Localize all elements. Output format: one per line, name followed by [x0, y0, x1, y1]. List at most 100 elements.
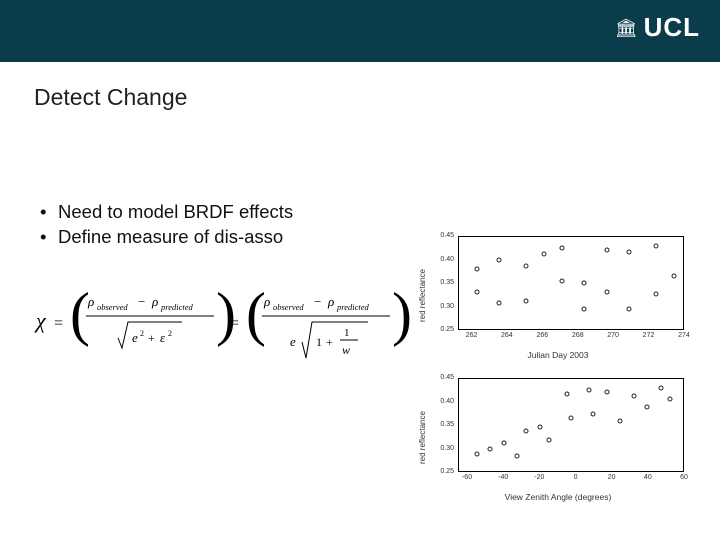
data-point	[474, 452, 479, 457]
data-point	[524, 299, 529, 304]
data-point	[654, 244, 659, 249]
x-ticks: -60-40-200204060	[458, 474, 684, 486]
chi-symbol: χ	[34, 308, 47, 333]
x-tick-label: -60	[462, 474, 472, 481]
y-tick-label: 0.30	[430, 445, 454, 452]
data-point	[645, 404, 650, 409]
y-tick-label: 0.30	[430, 303, 454, 310]
svg-text:2: 2	[168, 329, 172, 338]
bullet-icon: •	[40, 225, 50, 250]
svg-text:e: e	[290, 334, 296, 349]
x-tick-label: 20	[608, 474, 616, 481]
x-tick-label: 262	[466, 332, 478, 339]
svg-text:−: −	[138, 294, 145, 309]
svg-text:predicted: predicted	[160, 302, 194, 312]
data-point	[560, 246, 565, 251]
data-point	[591, 411, 596, 416]
data-point	[546, 437, 551, 442]
list-item: • Define measure of dis-asso	[40, 225, 293, 250]
svg-text:e: e	[132, 330, 138, 345]
plot-area	[458, 378, 684, 472]
y-tick-label: 0.35	[430, 421, 454, 428]
data-point	[488, 446, 493, 451]
svg-text:observed: observed	[273, 302, 304, 312]
y-tick-label: 0.25	[430, 468, 454, 475]
svg-text:1: 1	[344, 327, 350, 339]
svg-text:(: (	[70, 281, 90, 347]
svg-text:1: 1	[316, 335, 322, 349]
data-point	[627, 249, 632, 254]
x-tick-label: 40	[644, 474, 652, 481]
data-point	[654, 292, 659, 297]
svg-text:−: −	[314, 294, 321, 309]
data-point	[604, 290, 609, 295]
y-axis-label: red reflectance	[418, 411, 427, 464]
x-tick-label: -40	[498, 474, 508, 481]
x-axis-label: View Zenith Angle (degrees)	[414, 492, 702, 502]
x-tick-label: 60	[680, 474, 688, 481]
chi-formula: χ = ( ) ρ observed − ρ predicted e 2 + ε…	[30, 266, 410, 391]
x-tick-label: 0	[574, 474, 578, 481]
y-tick-label: 0.45	[430, 232, 454, 239]
data-point	[586, 388, 591, 393]
data-point	[672, 273, 677, 278]
svg-text:(: (	[246, 281, 266, 347]
x-tick-label: 274	[678, 332, 690, 339]
data-point	[474, 290, 479, 295]
svg-text:+: +	[326, 335, 333, 349]
x-tick-label: 266	[536, 332, 548, 339]
data-point	[560, 279, 565, 284]
data-point	[582, 306, 587, 311]
data-point	[604, 247, 609, 252]
data-point	[631, 393, 636, 398]
logo-text: UCL	[644, 12, 700, 43]
data-point	[497, 258, 502, 263]
data-point	[618, 419, 623, 424]
svg-text:): )	[216, 281, 236, 347]
chart-top: red reflectance 0.25 0.30 0.35 0.40 0.45 262…	[414, 232, 702, 360]
x-tick-label: 264	[501, 332, 513, 339]
y-axis-label: red reflectance	[418, 269, 427, 322]
bullet-list: • Need to model BRDF effects • Define me…	[40, 200, 293, 250]
x-ticks: 262264266268270272274	[458, 332, 684, 344]
data-point	[667, 397, 672, 402]
svg-text:predicted: predicted	[336, 302, 370, 312]
data-point	[604, 389, 609, 394]
svg-text:observed: observed	[97, 302, 128, 312]
x-tick-label: -20	[534, 474, 544, 481]
data-point	[497, 301, 502, 306]
y-tick-label: 0.40	[430, 256, 454, 263]
bullet-text: Define measure of dis-asso	[58, 225, 283, 250]
svg-text:): )	[392, 281, 410, 347]
svg-text:=: =	[54, 315, 63, 332]
page-title: Detect Change	[34, 84, 187, 111]
plot-area	[458, 236, 684, 330]
svg-text:ρ: ρ	[87, 294, 94, 309]
data-point	[474, 267, 479, 272]
y-tick-label: 0.45	[430, 374, 454, 381]
svg-text:+: +	[148, 331, 155, 345]
svg-text:ρ: ρ	[327, 294, 334, 309]
y-tick-label: 0.35	[430, 279, 454, 286]
y-tick-label: 0.40	[430, 398, 454, 405]
data-point	[537, 424, 542, 429]
header-bar: 🏛 UCL	[0, 0, 720, 62]
data-point	[564, 391, 569, 396]
data-point	[542, 251, 547, 256]
svg-text:ε: ε	[160, 330, 166, 345]
y-ticks: 0.25 0.30 0.35 0.40 0.45	[432, 232, 456, 332]
svg-text:ρ: ρ	[151, 294, 158, 309]
bullet-text: Need to model BRDF effects	[58, 200, 293, 225]
data-point	[524, 264, 529, 269]
data-point	[569, 415, 574, 420]
data-point	[501, 441, 506, 446]
x-tick-label: 268	[572, 332, 584, 339]
svg-text:ρ: ρ	[263, 294, 270, 309]
formula-svg: χ = ( ) ρ observed − ρ predicted e 2 + ε…	[30, 266, 410, 386]
ucl-logo: 🏛 UCL	[615, 12, 700, 43]
svg-text:=: =	[230, 315, 239, 332]
x-tick-label: 270	[607, 332, 619, 339]
y-tick-label: 0.25	[430, 326, 454, 333]
svg-text:w: w	[342, 343, 350, 357]
data-point	[524, 428, 529, 433]
